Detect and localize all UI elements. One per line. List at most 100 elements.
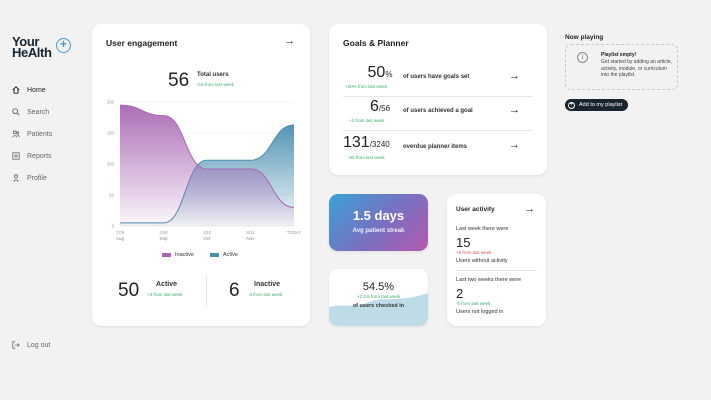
activity-delta: +5 from last week — [456, 250, 492, 255]
open-activity-arrow-icon[interactable]: → — [524, 203, 535, 215]
series-line-inactive — [119, 104, 295, 208]
x-tick-month: Nov — [246, 236, 255, 241]
goals-row-label: of users have goals set — [403, 74, 470, 80]
sidebar-item-patients[interactable]: Patients — [12, 130, 52, 138]
logout-button[interactable]: Log out — [12, 341, 50, 349]
sidebar-item-search[interactable]: Search — [12, 108, 49, 116]
x-tick-label: 17/8 — [116, 230, 125, 235]
goals-row-arrow-icon[interactable]: → — [509, 104, 520, 116]
reports-icon — [12, 152, 20, 160]
activity-value: 2 — [456, 286, 464, 301]
x-tick-month: Aug — [116, 236, 125, 241]
patient-streak-card: 1.5 days Avg patient streak — [329, 194, 428, 251]
activity-label: Users without activity — [456, 258, 508, 264]
y-tick-label: 150 — [107, 131, 115, 136]
row-divider — [343, 130, 533, 131]
profile-icon — [13, 174, 19, 182]
goals-row-value: 6/56 — [369, 98, 391, 115]
checkin-wave — [329, 293, 428, 326]
inactive-users-value: 6 — [229, 280, 240, 301]
goals-row[interactable]: 6/56 +3 from last week of users achieved… — [329, 98, 547, 130]
x-tick-month: Sep — [159, 236, 168, 241]
legend-label: Active — [223, 252, 238, 258]
sidebar-item-reports[interactable]: Reports — [12, 152, 52, 160]
legend-item-inactive: Inactive — [162, 252, 194, 258]
sidebar-item-label: Search — [27, 108, 50, 116]
streak-label: Avg patient streak — [352, 228, 405, 234]
goals-row-delta: +20% from last week — [345, 84, 387, 89]
activity-label: Users not logged in — [456, 309, 504, 315]
open-engagement-arrow-icon[interactable]: → — [284, 35, 295, 47]
legend-swatch-active — [210, 253, 219, 257]
goals-row-arrow-icon[interactable]: → — [509, 139, 520, 151]
goals-row-arrow-icon[interactable]: → — [509, 70, 520, 82]
goals-planner-card: Goals & Planner 50% +20% from last week … — [329, 24, 547, 175]
sidebar-item-label: Home — [27, 86, 46, 94]
goals-row-delta: +3 from last week — [349, 118, 385, 123]
total-users-label: Total users — [197, 72, 229, 78]
total-users-delta: +16 from last week — [196, 82, 234, 87]
x-tick-label: 24/8 — [159, 230, 168, 235]
patients-icon — [12, 130, 20, 138]
legend-label: Inactive — [175, 252, 194, 258]
checkin-label: of users checked in — [352, 303, 405, 309]
sidebar-item-label: Patients — [27, 130, 53, 138]
goals-row-label: of users achieved a goal — [403, 108, 473, 114]
inactive-users-label: Inactive — [254, 281, 281, 288]
goals-row[interactable]: 50% +20% from last week of users have go… — [329, 64, 547, 96]
sidebar-item-label: Profile — [27, 174, 47, 182]
activity-delta: -5 from last week — [456, 301, 491, 306]
checkin-value: 54.5% — [362, 281, 395, 293]
checkin-delta: +2.1% from last week — [356, 294, 401, 299]
playlist-empty-title: Playlist empty! — [601, 52, 637, 58]
now-playing-title: Now playing — [565, 34, 604, 41]
card-title: User engagement — [106, 38, 178, 48]
goals-row-label: overdue planner items — [403, 144, 468, 150]
series-area-inactive — [120, 105, 294, 226]
y-tick-label: 100 — [107, 162, 115, 167]
legend-item-active: Active — [210, 252, 238, 258]
add-to-playlist-label: Add to my playlist — [579, 102, 623, 108]
sidebar-item-profile[interactable]: Profile — [12, 174, 47, 182]
user-engagement-card: User engagement → 56 Total users +16 fro… — [92, 24, 310, 326]
row-divider — [343, 96, 533, 97]
active-users-label: Active — [156, 281, 178, 288]
row-divider — [456, 270, 537, 271]
x-tick-label: 1/10 — [203, 230, 212, 235]
activity-heading: Last week there were — [456, 226, 509, 232]
card-title: Goals & Planner — [343, 38, 409, 48]
goals-row[interactable]: 131/3240 -60 from last week overdue plan… — [329, 134, 547, 166]
playlist-empty-body: Get started by adding an article, activi… — [601, 59, 672, 78]
home-icon — [12, 86, 20, 94]
y-tick-label: 200 — [107, 100, 115, 105]
goals-row-delta: -60 from last week — [348, 155, 385, 160]
active-users-delta: +3 from last week — [147, 292, 183, 297]
info-icon: i — [577, 52, 588, 63]
x-tick-label: TODAY — [287, 230, 302, 235]
goals-row-value: 50% — [367, 64, 393, 81]
checked-in-card: 54.5% +2.1% from last week of users chec… — [329, 269, 428, 326]
add-to-playlist-button[interactable]: + Add to my playlist — [565, 99, 629, 111]
search-icon — [12, 108, 20, 116]
card-title: User activity — [456, 206, 495, 213]
goals-row-value: 131/3240 — [343, 134, 390, 151]
stat-divider — [206, 276, 207, 306]
logo-line1: Your — [12, 34, 40, 49]
x-tick-label: 8/11 — [246, 230, 255, 235]
x-tick-month: Oct — [203, 236, 211, 241]
y-tick-label: 0 — [112, 224, 115, 229]
activity-value: 15 — [456, 235, 471, 250]
app-logo: Your HeAlth + — [12, 34, 74, 72]
logo-line2: HeAlth — [12, 45, 52, 60]
plus-circle-icon: + — [568, 101, 575, 109]
inactive-users-delta: -3 from last week — [248, 292, 283, 297]
total-users-value: 56 — [168, 70, 190, 91]
activity-heading: Last two weeks there were — [456, 277, 522, 283]
sidebar-item-home[interactable]: Home — [12, 86, 46, 94]
user-activity-card: User activity → Last week there were 15 … — [447, 194, 546, 326]
active-users-value: 50 — [118, 280, 140, 301]
logo-plus-icon: + — [56, 38, 71, 53]
logout-label: Log out — [27, 341, 51, 349]
logout-icon — [12, 341, 20, 349]
